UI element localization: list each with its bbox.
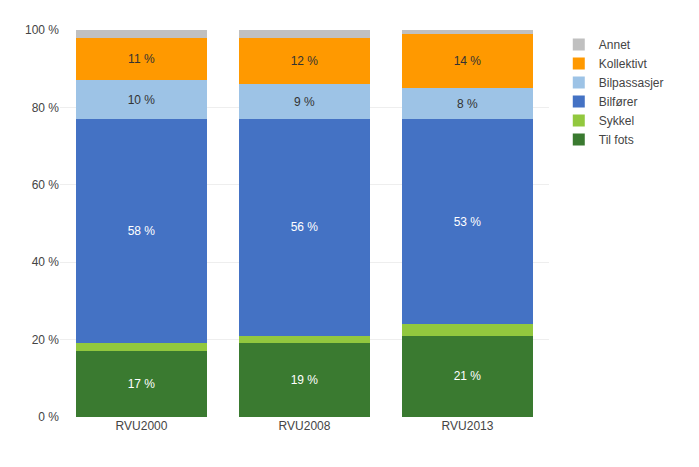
- svg-text:9 %: 9 %: [294, 95, 315, 109]
- svg-text:19 %: 19 %: [291, 373, 319, 387]
- svg-text:Kollektivt: Kollektivt: [599, 57, 648, 71]
- svg-text:100 %: 100 %: [25, 23, 59, 37]
- svg-text:RVU2013: RVU2013: [442, 419, 494, 433]
- svg-text:11 %: 11 %: [128, 52, 155, 66]
- svg-text:Til fots: Til fots: [599, 133, 634, 147]
- svg-text:Sykkel: Sykkel: [599, 114, 634, 128]
- svg-text:Bilpassasjer: Bilpassasjer: [599, 76, 664, 90]
- svg-text:21 %: 21 %: [454, 369, 482, 383]
- svg-text:Annet: Annet: [599, 38, 631, 52]
- svg-text:80 %: 80 %: [32, 101, 60, 115]
- svg-text:14 %: 14 %: [454, 54, 482, 68]
- svg-text:58 %: 58 %: [128, 224, 156, 238]
- svg-text:56 %: 56 %: [291, 220, 319, 234]
- svg-text:8 %: 8 %: [457, 97, 478, 111]
- svg-text:0 %: 0 %: [38, 410, 59, 424]
- svg-text:Bilfører: Bilfører: [599, 95, 638, 109]
- svg-text:53 %: 53 %: [454, 215, 482, 229]
- svg-text:60 %: 60 %: [32, 178, 60, 192]
- svg-text:RVU2008: RVU2008: [279, 419, 331, 433]
- svg-text:17 %: 17 %: [128, 377, 156, 391]
- svg-text:10 %: 10 %: [128, 93, 156, 107]
- svg-text:12 %: 12 %: [291, 54, 319, 68]
- svg-text:40 %: 40 %: [32, 255, 60, 269]
- svg-text:RVU2000: RVU2000: [116, 419, 168, 433]
- svg-text:20 %: 20 %: [32, 333, 60, 347]
